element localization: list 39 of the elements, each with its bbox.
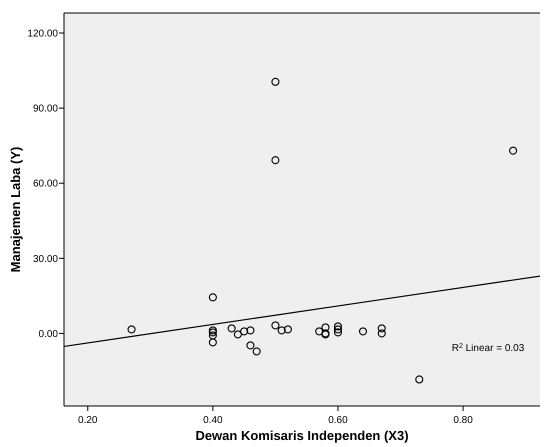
point bbox=[334, 322, 342, 330]
point bbox=[208, 293, 217, 302]
y-tick-label: 30.00 bbox=[32, 254, 58, 265]
point bbox=[278, 326, 286, 334]
point bbox=[208, 328, 217, 336]
point bbox=[334, 328, 342, 336]
point bbox=[334, 325, 342, 334]
point bbox=[208, 331, 217, 340]
y-tick-label: 60.00 bbox=[32, 178, 58, 190]
y-tick-label: 90.00 bbox=[32, 104, 58, 115]
point bbox=[128, 325, 136, 334]
point bbox=[246, 341, 254, 350]
point bbox=[284, 325, 292, 334]
point bbox=[208, 326, 217, 334]
point bbox=[415, 375, 424, 384]
point bbox=[240, 327, 248, 336]
y-tick-label: 0.00 bbox=[38, 328, 58, 340]
point bbox=[378, 329, 386, 338]
x-tick-label: 0.40 bbox=[203, 415, 224, 426]
point bbox=[315, 327, 324, 336]
point bbox=[228, 324, 236, 332]
y-tick-label: 120.00 bbox=[27, 28, 58, 40]
point bbox=[321, 323, 330, 332]
point bbox=[252, 347, 261, 356]
point bbox=[358, 327, 368, 336]
point bbox=[246, 326, 254, 334]
y-axis-title: Manajemen Laba (Y) bbox=[8, 146, 23, 272]
point bbox=[271, 321, 280, 330]
point bbox=[208, 338, 217, 346]
x-tick-label: 0.80 bbox=[453, 415, 474, 426]
x-axis-title: Dewan Komisaris Independen (X3) bbox=[195, 428, 409, 443]
point bbox=[234, 330, 242, 338]
point bbox=[509, 146, 518, 155]
x-tick-label: 0.20 bbox=[78, 415, 98, 426]
annotation: R$^{2}$ Linear = 0.03 bbox=[452, 342, 525, 354]
x-tick-label: 0.60 bbox=[328, 415, 348, 426]
point bbox=[378, 324, 386, 332]
point bbox=[271, 156, 280, 164]
point bbox=[271, 78, 280, 86]
